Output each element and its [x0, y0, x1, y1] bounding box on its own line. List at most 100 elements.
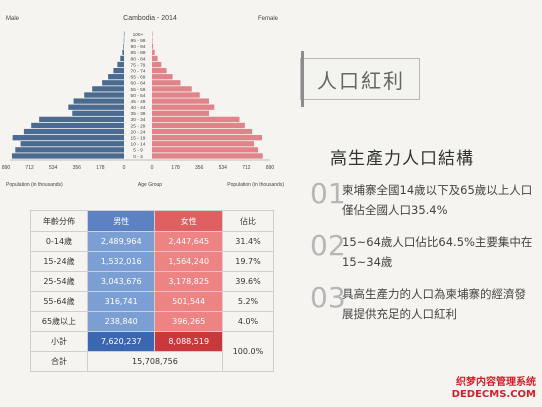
cell-share: 31.4%	[221, 231, 275, 252]
header-female: 女性	[154, 210, 223, 232]
age-group-label: 25 - 29	[131, 123, 146, 129]
subtotal-share: 100.0%	[221, 331, 275, 372]
total-value: 15,708,756	[86, 351, 223, 372]
cell-female: 3,178,825	[154, 271, 223, 292]
age-group-label: 85 - 89	[131, 50, 146, 56]
female-bar	[152, 135, 263, 141]
x-tick-label: 534	[219, 165, 228, 171]
table-row: 25-54歲 3,043,676 3,178,825 39.6%	[30, 271, 275, 292]
header-male: 男性	[86, 210, 156, 232]
point-number: 01	[310, 177, 346, 210]
age-group-label: 40 - 44	[131, 105, 146, 111]
male-bar	[123, 31, 125, 37]
population-pyramid-chart: Male Cambodia - 2014 Female 0 - 45 - 910…	[2, 15, 284, 188]
female-bar	[152, 128, 253, 135]
age-group-label: 90 - 94	[131, 44, 146, 50]
age-group-label: 30 - 34	[131, 117, 146, 123]
age-group-label: 80 - 84	[131, 56, 146, 62]
female-bar	[152, 104, 215, 110]
x-tick-label: 178	[171, 165, 180, 171]
female-bar	[152, 61, 162, 68]
x-tick-label: 890	[2, 165, 11, 171]
male-bar	[123, 37, 125, 43]
male-bar	[84, 92, 124, 98]
age-group-label: 0 - 4	[133, 154, 143, 160]
cell-age: 55-64歲	[30, 291, 88, 312]
subtotal-male: 7,620,237	[86, 331, 156, 352]
x-tick-label: 712	[242, 165, 251, 171]
point-text: 具高生產力的人口為柬埔寨的經濟發展提供充足的人口紅利	[342, 287, 526, 321]
male-bar	[68, 104, 124, 110]
total-label: 合計	[30, 351, 88, 372]
table-row: 55-64歲 316,741 501,544 5.2%	[30, 291, 275, 312]
female-bar	[152, 110, 210, 116]
x-tick-label: 0	[123, 165, 126, 171]
cell-age: 25-54歲	[30, 271, 88, 292]
watermark-line-1: 织梦内容管理系统	[456, 377, 536, 388]
male-bar	[122, 49, 124, 55]
age-group-label: 45 - 49	[131, 99, 146, 105]
x-tick-label: 534	[49, 165, 58, 171]
age-group-label: 70 - 74	[131, 68, 146, 74]
x-axis-label-center: Age Group	[138, 182, 162, 188]
male-bar	[20, 141, 124, 147]
male-bar	[72, 110, 124, 116]
female-bar	[152, 86, 192, 92]
male-bar	[73, 98, 124, 104]
female-bar	[152, 55, 158, 62]
age-group-label: 50 - 54	[131, 93, 146, 99]
age-group-label: 5 - 9	[133, 148, 143, 154]
age-group-label: 55 - 59	[131, 87, 146, 93]
point-text: 柬埔寨全國14歲以下及65歲以上人口僅佔全國人口35.4%	[342, 183, 533, 217]
female-bar	[152, 43, 154, 49]
chart-title: Cambodia - 2014	[123, 15, 177, 22]
age-group-label: 75 - 79	[131, 62, 146, 68]
header-share: 佔比	[221, 210, 275, 232]
point-number: 03	[310, 281, 346, 314]
x-axis-ticks: 890 712 534 356 178 0 0 178 356 534 712 890	[2, 165, 275, 171]
population-table: 年齡分佈 男性 女性 佔比 0-14歲 2,489,964 2,447,645 …	[30, 210, 275, 372]
female-bar	[152, 122, 245, 129]
male-bar	[11, 153, 124, 159]
cell-female: 1,564,240	[154, 251, 223, 272]
table-row: 0-14歲 2,489,964 2,447,645 31.4%	[30, 231, 275, 252]
male-bar	[92, 86, 124, 92]
cell-female: 396,265	[154, 311, 223, 332]
female-bar	[152, 98, 210, 104]
female-bar	[152, 116, 240, 123]
male-bar	[123, 43, 124, 49]
female-bar	[152, 74, 173, 80]
age-group-label: 100+	[133, 32, 144, 38]
cell-share: 39.6%	[221, 271, 275, 292]
male-bar	[108, 74, 124, 80]
x-tick-label: 0	[151, 165, 154, 171]
table-header-row: 年齡分佈 男性 女性 佔比	[30, 210, 275, 232]
chart-label-female: Female	[258, 16, 279, 22]
header-age-group: 年齡分佈	[30, 210, 88, 232]
cell-male: 316,741	[86, 291, 156, 312]
table-row: 65歲以上 238,840 396,265 4.0%	[30, 311, 275, 332]
male-bar	[15, 147, 124, 153]
table-total-row: 合計 15,708,756	[30, 351, 274, 372]
female-bar	[152, 67, 167, 74]
chart-label-male: Male	[6, 16, 20, 22]
cell-share: 4.0%	[221, 311, 275, 332]
section-badge: 人口紅利	[300, 51, 420, 107]
age-group-label: 15 - 19	[131, 136, 146, 142]
female-bar	[152, 141, 255, 147]
table-row: 15-24歲 1,532,016 1,564,240 19.7%	[30, 251, 275, 272]
x-tick-label: 890	[266, 165, 275, 171]
subtotal-female: 8,088,519	[154, 331, 223, 352]
badge-title: 人口紅利	[317, 69, 405, 93]
female-bar	[152, 147, 259, 153]
age-group-label: 95 - 99	[131, 38, 146, 44]
cell-female: 501,544	[154, 291, 223, 312]
cell-male: 1,532,016	[86, 251, 156, 272]
badge-accent-bar	[301, 51, 304, 107]
table-subtotal-row: 小計 7,620,237 8,088,519 100.0%	[30, 331, 275, 372]
cell-age: 15-24歲	[30, 251, 88, 272]
female-bar	[152, 37, 153, 43]
cell-share: 5.2%	[221, 291, 275, 312]
cell-age: 0-14歲	[30, 231, 88, 252]
